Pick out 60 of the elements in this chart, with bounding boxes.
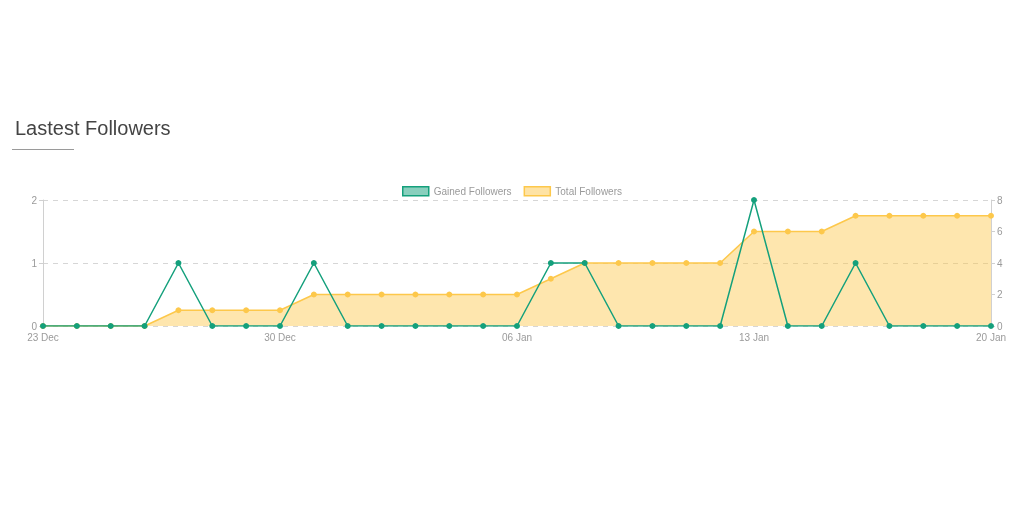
point bbox=[886, 212, 893, 219]
point bbox=[209, 323, 216, 329]
point bbox=[514, 291, 520, 298]
y2-tick-label: 0 bbox=[997, 320, 1003, 332]
point bbox=[615, 323, 622, 329]
point bbox=[344, 323, 351, 329]
point bbox=[954, 212, 961, 219]
point bbox=[412, 291, 419, 298]
point bbox=[209, 307, 216, 314]
x-tick-label: 23 Dec bbox=[27, 331, 59, 343]
y2-tick-label: 2 bbox=[997, 289, 1003, 300]
x-tick-label: 13 Jan bbox=[738, 331, 770, 343]
y2-tick-label: 6 bbox=[997, 226, 1003, 237]
point bbox=[852, 212, 859, 219]
point bbox=[310, 260, 317, 266]
y-tick-label: 1 bbox=[31, 257, 38, 269]
point bbox=[784, 323, 791, 329]
point bbox=[649, 323, 656, 329]
point bbox=[818, 323, 825, 329]
legend-label: Total Followers bbox=[555, 185, 623, 197]
y-tick-label: 2 bbox=[31, 194, 38, 206]
point bbox=[277, 307, 283, 314]
point bbox=[378, 291, 385, 298]
point bbox=[243, 323, 250, 329]
point bbox=[852, 260, 859, 266]
point bbox=[412, 323, 419, 329]
y-tick-label: 0 bbox=[31, 320, 38, 332]
point bbox=[988, 212, 994, 219]
point bbox=[175, 260, 182, 266]
point bbox=[547, 260, 554, 266]
x-tick-label: 20 Jan bbox=[975, 331, 1007, 343]
point bbox=[920, 212, 927, 219]
legend-label: Gained Followers bbox=[433, 185, 512, 197]
point bbox=[175, 307, 182, 314]
point bbox=[310, 291, 317, 298]
point bbox=[717, 260, 724, 266]
point bbox=[683, 323, 690, 329]
point bbox=[751, 228, 757, 235]
point bbox=[446, 323, 453, 329]
chart-title: Lastest Followers bbox=[15, 117, 171, 139]
point bbox=[615, 260, 622, 266]
y2-tick-label: 8 bbox=[997, 194, 1003, 206]
point bbox=[784, 228, 791, 235]
point bbox=[886, 323, 893, 329]
point bbox=[751, 197, 757, 203]
y2-tick-label: 4 bbox=[997, 257, 1003, 269]
point bbox=[954, 323, 961, 329]
point bbox=[378, 323, 385, 329]
point bbox=[480, 291, 487, 298]
x-tick-label: 06 Jan bbox=[501, 331, 533, 343]
point bbox=[920, 323, 927, 329]
point bbox=[514, 323, 520, 329]
point bbox=[277, 323, 283, 329]
point bbox=[649, 260, 656, 266]
point bbox=[717, 323, 724, 329]
point bbox=[683, 260, 690, 266]
point bbox=[547, 275, 554, 282]
point bbox=[480, 323, 487, 329]
point bbox=[243, 307, 250, 314]
x-tick-label: 30 Dec bbox=[264, 331, 296, 343]
